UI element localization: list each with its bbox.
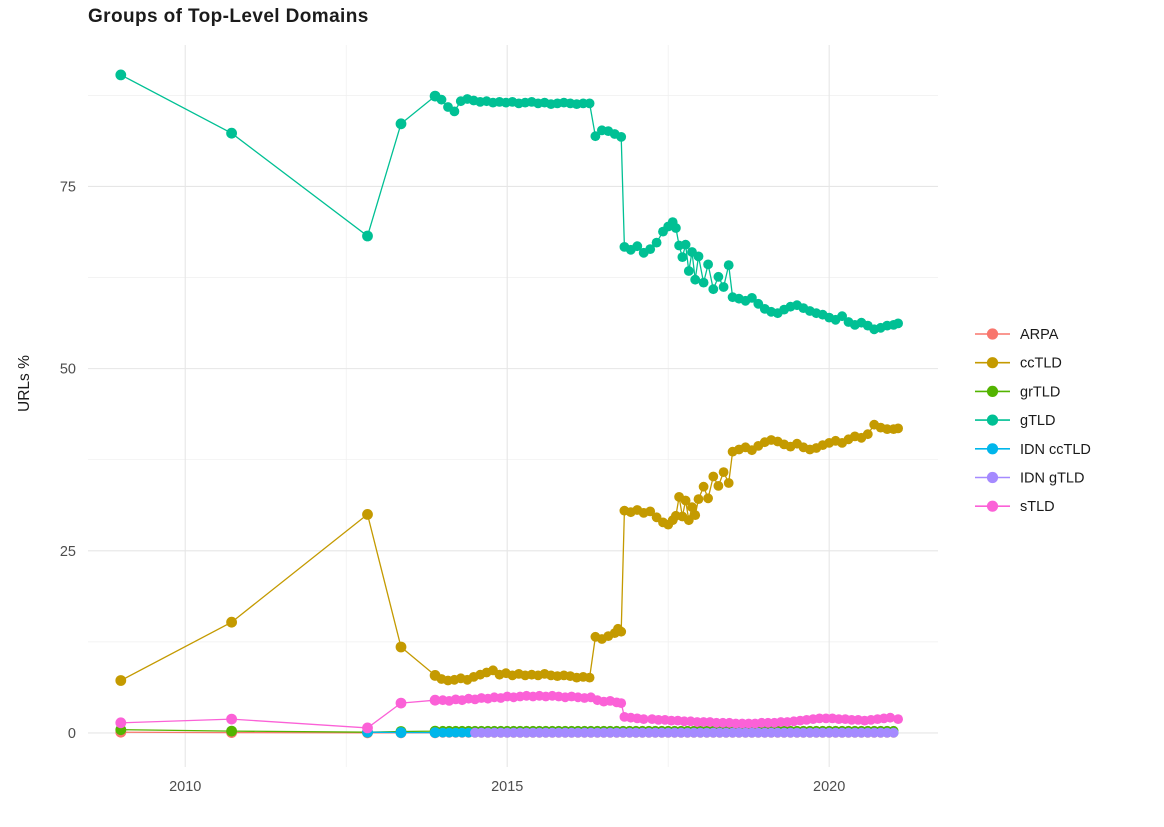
data-point <box>395 727 407 738</box>
data-point <box>885 712 896 723</box>
data-point <box>683 266 694 276</box>
data-point <box>645 506 656 517</box>
data-point <box>677 252 688 262</box>
data-point <box>723 260 734 270</box>
data-point <box>893 423 903 434</box>
legend-label: sTLD <box>1020 499 1055 515</box>
data-point <box>436 94 447 105</box>
legend-item-gTLD: gTLD <box>975 413 1055 429</box>
x-tick-label-2020: 2020 <box>813 779 845 795</box>
data-point <box>616 626 627 637</box>
data-point <box>226 725 238 737</box>
data-point <box>632 241 643 252</box>
legend-key-dot <box>986 500 999 512</box>
data-point <box>690 274 701 285</box>
legend-item-IDN-ccTLD: IDN ccTLD <box>975 442 1091 458</box>
legend-item-IDN-gTLD: IDN gTLD <box>975 471 1084 487</box>
data-point <box>713 481 724 491</box>
data-point <box>888 727 899 738</box>
series-points-sTLD <box>115 690 903 734</box>
data-point <box>893 714 903 724</box>
data-point <box>616 698 627 708</box>
data-point <box>862 429 873 440</box>
data-point <box>429 694 441 706</box>
data-point <box>693 251 704 262</box>
legend-item-ccTLD: ccTLD <box>975 356 1062 372</box>
data-point <box>362 509 373 520</box>
data-point <box>584 98 595 109</box>
data-point <box>747 293 757 303</box>
legend-key-dot <box>986 385 999 397</box>
series-line-gTLD <box>120 74 899 330</box>
data-point <box>395 641 407 653</box>
series-points-gTLD <box>115 69 903 335</box>
legend-key-dot <box>986 443 999 455</box>
legend-label: IDN ccTLD <box>1020 442 1091 458</box>
data-point <box>698 481 709 492</box>
x-tick-label-2015: 2015 <box>491 779 523 795</box>
data-point <box>395 697 407 709</box>
data-point <box>429 727 441 738</box>
data-point <box>680 239 691 250</box>
data-point <box>590 131 601 142</box>
data-point <box>698 277 709 288</box>
legend-key-dot <box>986 357 999 369</box>
y-tick-label-75: 75 <box>60 179 76 195</box>
data-point <box>362 230 373 242</box>
data-point <box>226 713 238 725</box>
x-tick-label-2010: 2010 <box>169 779 201 795</box>
data-point <box>723 478 734 488</box>
chart-title: Groups of Top-Level Domains <box>88 6 369 27</box>
y-tick-label-0: 0 <box>68 726 76 742</box>
data-point <box>651 237 662 248</box>
data-point <box>703 259 713 270</box>
data-point <box>703 493 713 504</box>
data-point <box>690 510 701 520</box>
legend-label: ccTLD <box>1020 356 1062 372</box>
data-point <box>713 271 724 282</box>
data-point <box>893 318 903 329</box>
legend-key-dot <box>986 328 999 340</box>
series-points-ccTLD <box>115 419 903 686</box>
data-point <box>362 722 373 734</box>
legend-item-grTLD: grTLD <box>975 384 1060 400</box>
legend-label: gTLD <box>1020 413 1055 429</box>
y-tick-label-25: 25 <box>60 544 76 560</box>
legend-label: ARPA <box>1020 327 1059 343</box>
data-point <box>687 502 697 512</box>
data-point <box>616 132 627 142</box>
data-point <box>395 118 407 130</box>
legend-key-dot <box>986 414 999 426</box>
data-point <box>584 672 595 683</box>
data-point <box>115 675 127 686</box>
data-point <box>115 69 127 81</box>
data-point <box>693 494 704 504</box>
data-point <box>708 471 719 482</box>
data-point <box>837 311 847 322</box>
data-point <box>645 244 656 255</box>
data-point <box>718 282 729 292</box>
data-point <box>449 106 460 117</box>
data-point <box>708 284 719 295</box>
legend-label: IDN gTLD <box>1020 471 1084 487</box>
data-point <box>680 495 691 506</box>
y-tick-label-50: 50 <box>60 362 76 378</box>
data-point <box>671 223 681 233</box>
legend-label: grTLD <box>1020 384 1060 400</box>
legend-item-sTLD: sTLD <box>975 499 1055 515</box>
data-point <box>226 616 238 628</box>
data-point <box>115 717 127 729</box>
data-point <box>226 127 238 139</box>
data-point <box>638 714 649 724</box>
series-points-IDN-gTLD <box>470 727 899 738</box>
data-point <box>718 467 729 477</box>
legend-item-ARPA: ARPA <box>975 327 1059 343</box>
legend-key-dot <box>986 471 999 484</box>
